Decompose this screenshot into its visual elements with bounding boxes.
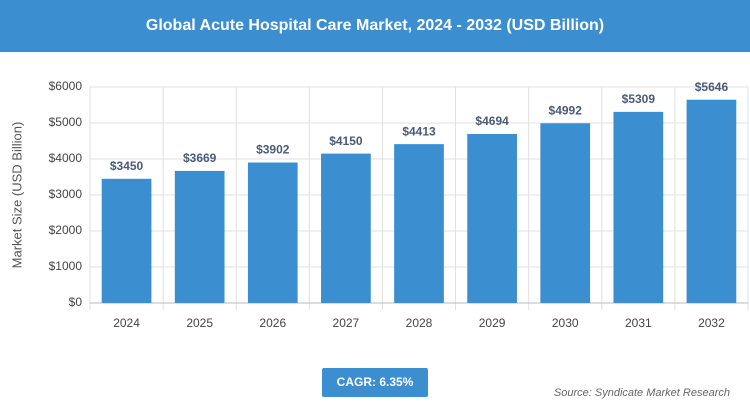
bar: [174, 170, 225, 303]
data-label: $4150: [329, 134, 363, 148]
bar: [321, 153, 371, 303]
data-label: $4992: [549, 103, 583, 117]
y-tick-label: $2000: [49, 223, 83, 237]
data-label: $3902: [256, 143, 290, 157]
y-tick-label: $6000: [49, 79, 83, 93]
x-tick-label: 2024: [113, 316, 140, 330]
data-label: $4694: [475, 114, 509, 128]
x-tick-label: 2029: [479, 316, 506, 330]
source-note: Source: Syndicate Market Research: [554, 387, 730, 399]
bar: [394, 144, 444, 303]
bar: [540, 123, 591, 304]
y-tick-label: $0: [69, 295, 83, 309]
y-tick-label: $5000: [49, 115, 83, 129]
y-tick-label: $4000: [49, 151, 83, 165]
bar: [613, 111, 664, 303]
x-tick-label: 2028: [406, 316, 433, 330]
y-axis-label: Market Size (USD Billion): [9, 122, 24, 269]
cagr-badge: [322, 368, 428, 397]
cagr-label: CAGR: 6.35%: [337, 375, 414, 389]
chart-title: Global Acute Hospital Care Market, 2024 …: [146, 17, 604, 34]
header-bar: [0, 0, 750, 52]
data-label: $4413: [402, 124, 436, 138]
data-label: $3450: [110, 159, 144, 173]
data-label: $3669: [183, 151, 217, 165]
x-tick-label: 2027: [333, 316, 360, 330]
x-tick-label: 2025: [186, 316, 213, 330]
data-label: $5646: [695, 80, 729, 94]
y-tick-label: $1000: [49, 259, 83, 273]
data-label: $5309: [622, 92, 656, 106]
bar: [101, 178, 152, 303]
y-tick-label: $3000: [49, 187, 83, 201]
x-tick-label: 2030: [552, 316, 579, 330]
bar: [686, 99, 737, 303]
bar: [467, 134, 517, 303]
x-tick-label: 2026: [259, 316, 286, 330]
bar: [247, 162, 298, 303]
x-tick-label: 2032: [698, 316, 725, 330]
x-tick-label: 2031: [625, 316, 652, 330]
